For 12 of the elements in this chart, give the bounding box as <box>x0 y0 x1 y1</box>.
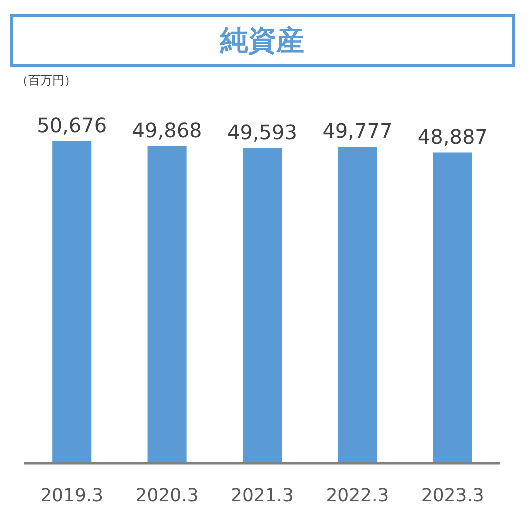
data-label: 50,676 <box>37 113 108 138</box>
x-tick-label: 2020.3 <box>136 486 199 506</box>
chart-title: 純資産 <box>220 24 304 56</box>
data-label: 49,593 <box>228 120 298 144</box>
data-label: 49,777 <box>322 119 393 144</box>
x-tick-label: 2021.3 <box>231 486 294 506</box>
data-label: 49,868 <box>132 118 202 143</box>
x-tick-label: 2022.3 <box>326 486 390 506</box>
x-tick-label: 2019.3 <box>40 486 104 506</box>
x-tick-label: 2023.3 <box>421 486 484 506</box>
data-label: 48,887 <box>418 124 488 149</box>
y-axis-title: （百万円） <box>16 74 76 88</box>
